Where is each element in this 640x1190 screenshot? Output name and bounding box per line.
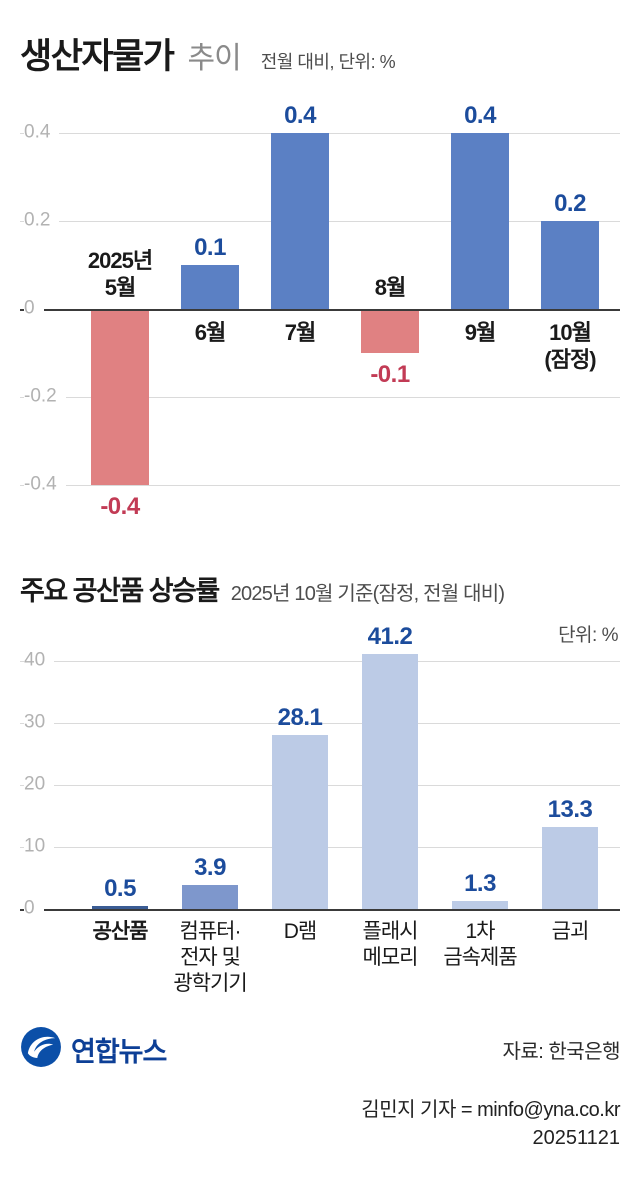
bar-1차 금속제품 <box>452 900 508 909</box>
bar-플래시 메모리 <box>362 653 418 909</box>
bar-금괴 <box>542 826 598 909</box>
y-tick-label: 20 <box>24 773 55 796</box>
source-credit: 자료: 한국은행 <box>502 1041 620 1063</box>
category-label: 7월 <box>235 319 365 346</box>
category-line: 금괴 <box>551 920 590 943</box>
value-label: -0.1 <box>370 361 410 388</box>
value-label: 0.2 <box>554 190 586 217</box>
value-label: 0.4 <box>464 102 496 129</box>
category-label: 2025년 5월 <box>55 247 185 301</box>
category-line: 2025년 <box>87 248 153 273</box>
bar-6월 <box>181 265 239 309</box>
value-label: 1.3 <box>464 869 496 897</box>
y-tick-label: 0 <box>24 897 44 920</box>
bar-10월(잠정) <box>541 221 599 309</box>
page-title-light: 추이 <box>187 42 242 75</box>
category-line: 7월 <box>284 320 316 345</box>
gridline-30 <box>20 723 620 724</box>
chart2-subtitle: 2025년 10월 기준(잠정, 전월 대비) <box>230 583 505 605</box>
category-line: (잠정) <box>544 347 596 372</box>
category-label: 10월 (잠정) <box>505 319 635 373</box>
value-label: 0.5 <box>104 874 136 902</box>
value-label: 0.1 <box>194 234 226 261</box>
category-line: 플래시 <box>362 920 419 943</box>
y-tick-label: 0.2 <box>24 209 60 232</box>
y-tick-label: 0.4 <box>24 121 60 144</box>
bar-D램 <box>272 734 328 909</box>
bar-8월 <box>361 309 419 353</box>
chart1-subtitle: 전월 대비, 단위: % <box>260 52 396 72</box>
y-tick-label: -0.4 <box>24 473 66 496</box>
category-line: 메모리 <box>362 946 419 969</box>
bar-2025년 5월 <box>91 309 149 485</box>
y-tick-label: -0.2 <box>24 385 66 408</box>
value-label: 0.4 <box>284 102 316 129</box>
category-label: 6월 <box>145 319 275 346</box>
page-title: 생산자물가 <box>20 37 175 76</box>
gridline--0.2 <box>20 397 620 398</box>
category-line: 6월 <box>194 320 226 345</box>
chart2-header: 주요 공산품 상승률 2025년 10월 기준(잠정, 전월 대비) <box>20 569 620 608</box>
bar-7월 <box>271 133 329 309</box>
category-label: 8월 <box>325 274 455 301</box>
category-line: 공산품 <box>92 920 149 943</box>
category-line: 9월 <box>464 320 496 345</box>
gridline-0 <box>20 309 620 311</box>
category-line: 금속제품 <box>443 946 517 969</box>
reporter-byline: 김민지 기자 = minfo@yna.co.kr <box>361 1099 620 1121</box>
bar-공산품 <box>92 905 148 909</box>
category-label: D램 <box>235 919 365 945</box>
category-line: 10월 <box>549 320 592 345</box>
category-line: 전자 및 <box>180 946 241 969</box>
category-line: 8월 <box>374 275 406 300</box>
value-label: 13.3 <box>547 795 593 823</box>
gridline--0.4 <box>20 485 620 486</box>
footer-row: 연합뉴스 자료: 한국은행 <box>20 1026 620 1073</box>
yonhap-logo: 연합뉴스 <box>20 1026 167 1073</box>
category-label: 공산품 <box>55 919 185 945</box>
category-line: 1차 <box>465 920 496 943</box>
value-label: 3.9 <box>194 853 226 881</box>
bar-컴퓨터·전자 및 광학기기 <box>182 884 238 909</box>
y-tick-label: 10 <box>24 835 55 858</box>
chart1-header: 생산자물가 추이 전월 대비, 단위: % <box>20 28 620 79</box>
value-label: 41.2 <box>367 622 413 650</box>
yonhap-logo-text: 연합뉴스 <box>71 1037 167 1067</box>
category-line: 컴퓨터· <box>179 920 242 943</box>
category-line: 5월 <box>104 275 136 300</box>
category-label: 금괴 <box>505 919 635 945</box>
category-line: D램 <box>283 920 318 943</box>
y-tick-label: 0 <box>24 297 44 320</box>
ppi-trend-bar-chart: 0.4 0.2 0 -0.2 -0.4 -0.4 2025년 5월 0.1 6월 0.4 7월 -0.1… <box>20 102 620 539</box>
value-label: -0.4 <box>100 493 140 520</box>
chart2-title: 주요 공산품 상승률 <box>20 576 220 606</box>
bar-9월 <box>451 133 509 309</box>
publish-date: 20251121 <box>532 1127 621 1149</box>
y-tick-label: 40 <box>24 649 55 672</box>
yonhap-logo-icon <box>20 1026 62 1073</box>
gridline-0 <box>20 909 620 911</box>
value-label: 28.1 <box>277 703 323 731</box>
category-label: 9월 <box>415 319 545 346</box>
y-tick-label: 30 <box>24 711 55 734</box>
footer: 연합뉴스 자료: 한국은행 김민지 기자 = minfo@yna.co.kr 2… <box>20 1026 621 1150</box>
gridline-40 <box>20 661 620 662</box>
chart2-unit-label: 단위: % <box>558 625 618 646</box>
category-line: 광학기기 <box>173 972 247 995</box>
